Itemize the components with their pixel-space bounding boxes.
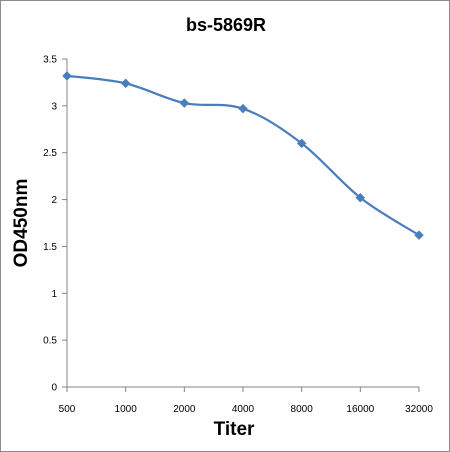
x-tick-label: 4000 bbox=[232, 404, 255, 415]
data-point bbox=[355, 192, 366, 203]
data-point bbox=[179, 98, 190, 108]
series-line bbox=[66, 74, 420, 237]
x-tick-label: 8000 bbox=[291, 404, 314, 415]
y-tick-label: 0.5 bbox=[43, 336, 57, 347]
data-point bbox=[238, 103, 248, 114]
x-tick-label: 16000 bbox=[346, 404, 374, 415]
y-tick-label: 2.5 bbox=[43, 148, 57, 159]
data-point bbox=[120, 78, 131, 89]
x-tick-label: 32000 bbox=[405, 404, 433, 415]
y-tick-label: 3.5 bbox=[43, 55, 57, 66]
x-tick-label: 2000 bbox=[173, 404, 196, 415]
chart-title: bs-5869R bbox=[186, 15, 266, 35]
x-tick-label: 1000 bbox=[115, 404, 138, 415]
x-axis-title: Titer bbox=[214, 419, 255, 440]
y-tick-label: 2 bbox=[51, 195, 57, 206]
data-point bbox=[62, 71, 72, 81]
y-axis-title: OD450nm bbox=[11, 179, 32, 268]
y-tick-label: 0 bbox=[51, 383, 57, 394]
x-tick-label: 500 bbox=[59, 404, 76, 415]
y-tick-label: 1 bbox=[51, 289, 57, 300]
data-point bbox=[414, 230, 424, 241]
data-point bbox=[296, 138, 307, 149]
y-tick-label: 1.5 bbox=[43, 242, 57, 253]
y-tick-label: 3 bbox=[51, 101, 57, 112]
